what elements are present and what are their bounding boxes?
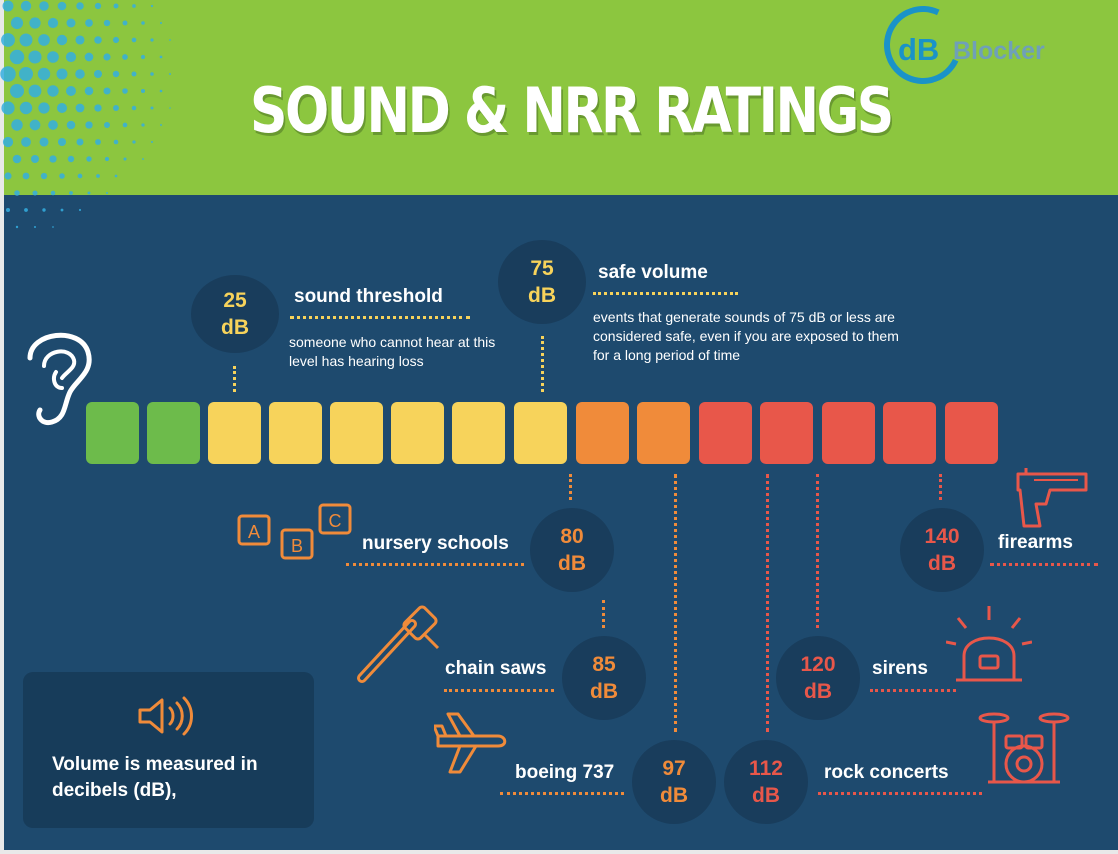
sirens-label: sirens [872, 658, 928, 679]
level-112-connector [766, 474, 769, 732]
level-unit: dB [590, 680, 618, 703]
level-unit: dB [804, 680, 832, 703]
scale-segment [391, 402, 444, 464]
rock-concerts-underline [818, 792, 982, 795]
level-75-badge: 75 dB [498, 240, 586, 324]
scale-segment [822, 402, 875, 464]
rock-concerts-label: rock concerts [824, 762, 949, 783]
level-value: 140 [924, 525, 960, 548]
scale-segment [760, 402, 813, 464]
level-120-connector [816, 474, 819, 628]
safe-volume-label: safe volume [598, 262, 708, 283]
sound-threshold-underline [290, 316, 470, 319]
header-banner [0, 0, 1118, 195]
firearms-underline [990, 563, 1098, 566]
safe-volume-underline [593, 292, 738, 295]
level-25-connector [233, 366, 236, 392]
level-85-badge: 85 dB [562, 636, 646, 720]
level-97-connector [674, 474, 677, 732]
level-unit: dB [660, 784, 688, 807]
level-value: 85 [592, 653, 616, 676]
logo-name: Blocker [953, 37, 1045, 65]
scale-segment [86, 402, 139, 464]
nursery-schools-label: nursery schools [362, 533, 509, 554]
level-unit: dB [928, 552, 956, 575]
scale-segment [637, 402, 690, 464]
level-value: 75 [530, 257, 554, 280]
info-text: Volume is measured in decibels (dB), [52, 752, 258, 804]
scale-segment [330, 402, 383, 464]
level-140-badge: 140 dB [900, 508, 984, 592]
svg-text:C: C [329, 511, 342, 531]
gun-icon [1016, 468, 1088, 528]
level-value: 80 [560, 525, 584, 548]
left-edge [0, 0, 4, 854]
scale-segment [208, 402, 261, 464]
level-80-badge: 80 dB [530, 508, 614, 592]
level-140-connector [939, 474, 942, 500]
scale-segment [699, 402, 752, 464]
info-text-line-2: decibels (dB), [52, 780, 177, 801]
chainsaw-icon [357, 605, 440, 683]
bottom-edge [0, 850, 1118, 854]
level-value: 120 [800, 653, 836, 676]
scale-segment [452, 402, 505, 464]
halftone-dots-decoration [0, 0, 171, 229]
info-text-line-1: Volume is measured in [52, 754, 258, 775]
level-97-badge: 97 dB [632, 740, 716, 824]
drum-kit-icon [978, 712, 1070, 784]
chain-saws-label: chain saws [445, 658, 547, 679]
airplane-icon [434, 712, 507, 774]
boeing-737-underline [500, 792, 624, 795]
svg-text:B: B [291, 536, 303, 556]
level-value: 25 [223, 289, 247, 312]
speaker-icon [138, 696, 193, 736]
level-unit: dB [221, 316, 249, 339]
sound-threshold-description: someone who cannot hear at this level ha… [289, 334, 496, 369]
level-80-connector [569, 474, 572, 500]
page-title: SOUND & NRR RATINGS [250, 74, 894, 147]
siren-icon [946, 606, 1032, 682]
chain-saws-underline [444, 689, 554, 692]
level-value: 112 [749, 757, 783, 780]
svg-text:A: A [248, 522, 260, 542]
level-120-badge: 120 dB [776, 636, 860, 720]
scale-segment [576, 402, 629, 464]
scale-segment [147, 402, 200, 464]
abc-blocks-icon: A B C [237, 503, 352, 560]
sound-threshold-label: sound threshold [294, 286, 443, 307]
nursery-schools-underline [346, 563, 524, 566]
level-unit: dB [752, 784, 780, 807]
scale-segment [945, 402, 998, 464]
sirens-underline [870, 689, 956, 692]
safe-volume-description: events that generate sounds of 75 dB or … [593, 309, 899, 363]
boeing-737-label: boeing 737 [515, 762, 615, 783]
level-unit: dB [558, 552, 586, 575]
level-85-connector [602, 600, 605, 628]
info-box [23, 672, 314, 828]
scale-segment [883, 402, 936, 464]
scale-segment [514, 402, 567, 464]
level-25-badge: 25 dB [191, 275, 279, 353]
level-unit: dB [528, 284, 556, 307]
level-value: 97 [662, 757, 686, 780]
logo-mark: dB [898, 32, 940, 67]
level-112-badge: 112 dB [724, 740, 808, 824]
firearms-label: firearms [998, 532, 1073, 553]
scale-segment [269, 402, 322, 464]
ear-icon [27, 332, 92, 426]
level-75-connector [541, 336, 544, 392]
